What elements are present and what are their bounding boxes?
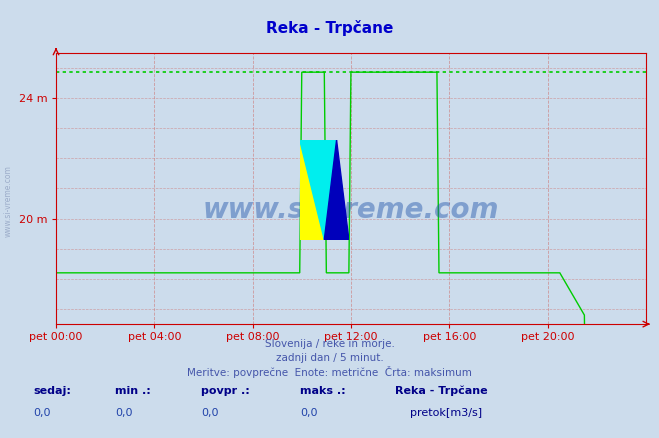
Text: 0,0: 0,0 <box>300 408 318 418</box>
Text: 0,0: 0,0 <box>33 408 51 418</box>
Polygon shape <box>300 140 337 240</box>
Text: min .:: min .: <box>115 386 151 396</box>
Text: Reka - Trpčane: Reka - Trpčane <box>395 386 488 396</box>
Text: maks .:: maks .: <box>300 386 345 396</box>
Polygon shape <box>324 140 349 240</box>
Text: www.si-vreme.com: www.si-vreme.com <box>203 196 499 224</box>
Text: Slovenija / reke in morje.: Slovenija / reke in morje. <box>264 339 395 350</box>
Text: 0,0: 0,0 <box>115 408 133 418</box>
Text: sedaj:: sedaj: <box>33 386 71 396</box>
Text: www.si-vreme.com: www.si-vreme.com <box>3 166 13 237</box>
Text: Reka - Trpčane: Reka - Trpčane <box>266 20 393 36</box>
Text: Meritve: povprečne  Enote: metrične  Črta: maksimum: Meritve: povprečne Enote: metrične Črta:… <box>187 366 472 378</box>
Polygon shape <box>300 140 324 240</box>
Text: zadnji dan / 5 minut.: zadnji dan / 5 minut. <box>275 353 384 363</box>
Text: povpr .:: povpr .: <box>201 386 250 396</box>
Text: 0,0: 0,0 <box>201 408 219 418</box>
Text: pretok[m3/s]: pretok[m3/s] <box>410 408 482 418</box>
